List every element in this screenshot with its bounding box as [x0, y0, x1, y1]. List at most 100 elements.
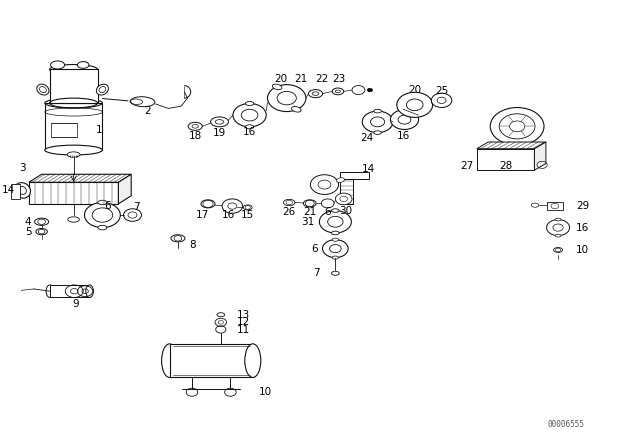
Ellipse shape — [556, 218, 561, 221]
Polygon shape — [118, 174, 131, 204]
Ellipse shape — [245, 344, 261, 377]
Circle shape — [124, 209, 141, 221]
Circle shape — [319, 211, 351, 233]
Text: 14: 14 — [2, 185, 15, 195]
Ellipse shape — [36, 228, 47, 235]
Text: 11: 11 — [237, 324, 250, 335]
Ellipse shape — [332, 256, 339, 259]
Text: 3: 3 — [19, 163, 26, 173]
Polygon shape — [340, 172, 369, 179]
Text: 6: 6 — [104, 201, 111, 211]
Bar — [50, 69, 98, 103]
Ellipse shape — [401, 108, 408, 112]
Ellipse shape — [556, 234, 561, 237]
Ellipse shape — [303, 200, 316, 207]
Ellipse shape — [332, 238, 339, 241]
Ellipse shape — [188, 122, 202, 130]
Circle shape — [431, 93, 452, 108]
Text: 23: 23 — [333, 74, 346, 84]
Bar — [547, 202, 563, 210]
Circle shape — [547, 220, 570, 236]
Ellipse shape — [332, 209, 339, 212]
Text: 16: 16 — [243, 127, 256, 137]
Text: 25: 25 — [435, 86, 448, 96]
Ellipse shape — [292, 107, 301, 112]
Circle shape — [367, 88, 372, 92]
Ellipse shape — [14, 183, 31, 198]
Text: 16: 16 — [222, 210, 235, 220]
Circle shape — [84, 202, 120, 228]
Text: 28: 28 — [499, 161, 512, 171]
Text: 14: 14 — [362, 164, 376, 174]
Ellipse shape — [97, 84, 108, 95]
Text: 21: 21 — [294, 74, 307, 84]
Ellipse shape — [37, 84, 49, 95]
Ellipse shape — [86, 285, 93, 297]
Circle shape — [268, 85, 306, 112]
Ellipse shape — [98, 200, 107, 205]
Ellipse shape — [374, 131, 381, 134]
Text: 20: 20 — [408, 85, 421, 95]
Circle shape — [321, 199, 334, 208]
Text: 26: 26 — [283, 207, 296, 217]
Text: 20: 20 — [274, 74, 287, 84]
Polygon shape — [29, 182, 118, 204]
Circle shape — [352, 86, 365, 95]
Text: 10: 10 — [576, 245, 589, 255]
Circle shape — [390, 110, 419, 129]
Text: 17: 17 — [196, 210, 209, 220]
Text: 00006555: 00006555 — [548, 420, 585, 429]
Circle shape — [362, 111, 393, 133]
Text: 8: 8 — [189, 240, 196, 250]
Ellipse shape — [171, 235, 185, 242]
Circle shape — [222, 199, 243, 213]
Text: 7: 7 — [133, 202, 140, 212]
Text: 7: 7 — [313, 268, 319, 278]
Polygon shape — [29, 174, 131, 182]
Circle shape — [233, 103, 266, 127]
Text: 4: 4 — [25, 217, 31, 227]
Text: 30: 30 — [339, 206, 352, 215]
Text: 22: 22 — [316, 74, 328, 84]
Ellipse shape — [337, 178, 344, 182]
Circle shape — [323, 240, 348, 258]
Ellipse shape — [243, 205, 252, 210]
Text: 21: 21 — [303, 207, 316, 217]
Polygon shape — [477, 142, 546, 149]
Text: 5: 5 — [25, 227, 31, 237]
Text: 13: 13 — [237, 310, 250, 320]
Ellipse shape — [531, 203, 539, 207]
Text: 16: 16 — [397, 131, 410, 141]
Ellipse shape — [68, 217, 79, 222]
Text: 27: 27 — [460, 161, 474, 171]
Ellipse shape — [554, 247, 563, 252]
Ellipse shape — [201, 200, 215, 208]
Text: 6: 6 — [311, 244, 317, 254]
Ellipse shape — [77, 61, 89, 69]
Ellipse shape — [332, 271, 339, 275]
Polygon shape — [340, 175, 353, 204]
Circle shape — [335, 193, 352, 205]
Text: 9: 9 — [72, 299, 79, 309]
Text: 2: 2 — [144, 106, 150, 116]
Ellipse shape — [51, 61, 65, 69]
Ellipse shape — [98, 225, 107, 230]
Circle shape — [310, 175, 339, 194]
Ellipse shape — [211, 117, 228, 127]
Text: 19: 19 — [213, 128, 226, 138]
Ellipse shape — [162, 344, 178, 377]
Ellipse shape — [131, 97, 155, 107]
Bar — [11, 184, 20, 199]
Text: 6: 6 — [324, 207, 331, 217]
Bar — [50, 285, 90, 297]
Ellipse shape — [332, 88, 344, 95]
Ellipse shape — [284, 199, 295, 206]
Ellipse shape — [35, 218, 49, 225]
Text: 24: 24 — [361, 133, 374, 143]
Ellipse shape — [46, 285, 54, 297]
Ellipse shape — [217, 313, 225, 317]
Text: 15: 15 — [241, 211, 254, 220]
Bar — [170, 344, 253, 377]
Text: 31: 31 — [301, 217, 315, 227]
Text: 18: 18 — [189, 131, 202, 141]
